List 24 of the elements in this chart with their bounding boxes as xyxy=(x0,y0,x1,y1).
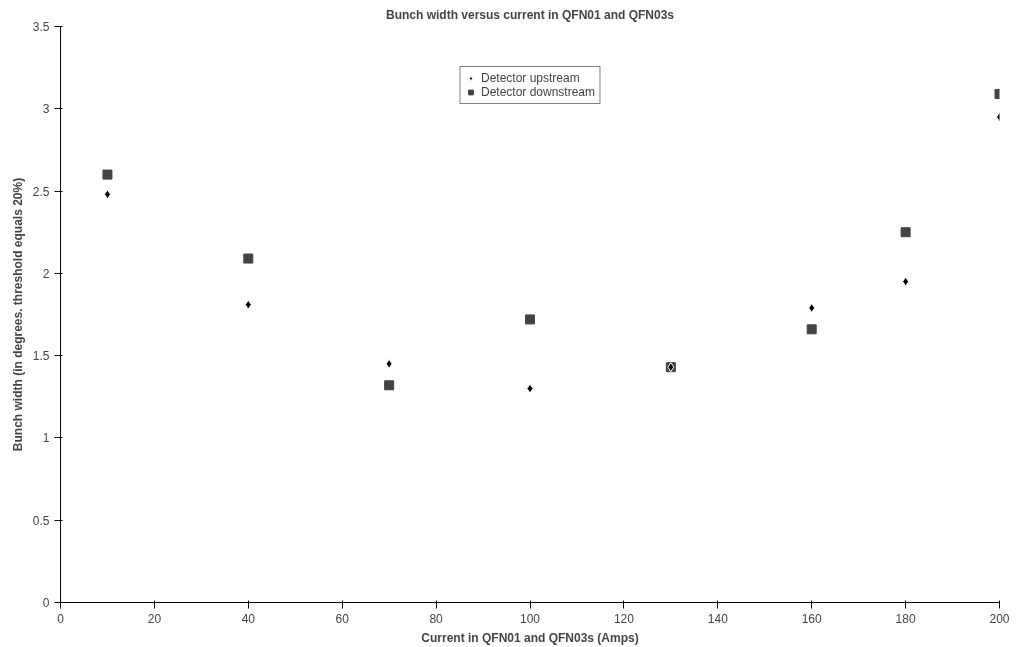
x-tick-label: 80 xyxy=(429,611,444,626)
x-tick-label: 40 xyxy=(241,611,256,626)
x-tick-label: 0 xyxy=(57,611,65,626)
legend-label: Detector upstream xyxy=(480,71,580,85)
x-tick-label: 60 xyxy=(335,611,350,626)
y-tick-label: 3 xyxy=(42,102,50,117)
x-tick-label: 20 xyxy=(147,611,162,626)
y-tick-label: 1 xyxy=(42,431,50,446)
x-axis-title: Current in QFN01 and QFN03s (Amps) xyxy=(421,630,639,645)
y-tick-label: 2.5 xyxy=(32,184,50,199)
x-tick-label: 120 xyxy=(613,611,635,626)
x-tick-label: 200 xyxy=(989,611,1010,626)
y-tick-label: 1.5 xyxy=(32,349,50,364)
x-tick-label: 180 xyxy=(895,611,916,626)
y-tick-label: 2 xyxy=(42,266,50,281)
y-tick-label: 0.5 xyxy=(32,513,50,528)
x-tick-label: 140 xyxy=(707,611,729,626)
y-tick-label: 3.5 xyxy=(32,20,50,34)
x-tick-label: 160 xyxy=(801,611,823,626)
y-tick-label: 0 xyxy=(42,596,50,610)
chart-title: Bunch width versus current in QFN01 and QFN03s xyxy=(385,7,675,22)
legend-label: Detector downstream xyxy=(480,85,596,99)
y-axis-title: Bunch width (in degrees. threshold equals 20%) xyxy=(10,177,25,452)
x-tick-label: 100 xyxy=(519,611,541,626)
